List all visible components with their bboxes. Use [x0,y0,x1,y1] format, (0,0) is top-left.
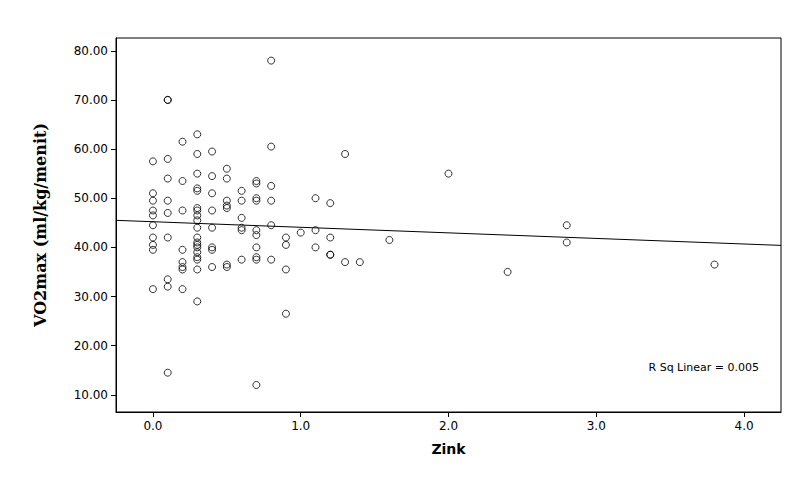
svg-text:70.00: 70.00 [74,93,108,107]
svg-text:50.00: 50.00 [74,191,108,205]
svg-text:VO2max (ml/kg/menit): VO2max (ml/kg/menit) [31,123,50,328]
svg-text:0.0: 0.0 [143,419,162,433]
svg-text:1.0: 1.0 [291,419,310,433]
svg-text:60.00: 60.00 [74,142,108,156]
svg-text:2.0: 2.0 [439,419,458,433]
svg-text:40.00: 40.00 [74,240,108,254]
svg-text:4.0: 4.0 [735,419,754,433]
svg-text:10.00: 10.00 [74,388,108,402]
svg-text:3.0: 3.0 [587,419,606,433]
svg-text:Zink: Zink [431,441,466,457]
svg-text:30.00: 30.00 [74,290,108,304]
svg-text:80.00: 80.00 [74,44,108,58]
svg-text:20.00: 20.00 [74,339,108,353]
svg-text:R Sq Linear = 0.005: R Sq Linear = 0.005 [649,361,760,374]
